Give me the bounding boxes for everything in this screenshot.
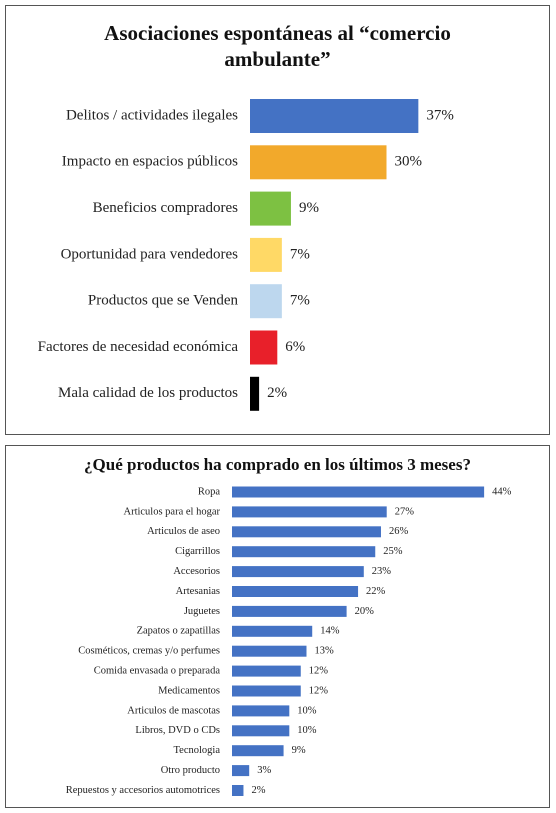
bar [232,745,284,757]
bar [250,330,278,365]
value-label: 22% [366,586,386,597]
category-label: Factores de necesidad económica [38,339,239,355]
value-label: 9% [292,745,306,756]
bar [232,605,347,617]
category-label: Accesorios [173,566,220,577]
category-label: Repuestos y accesorios automotrices [66,785,220,796]
bar [250,99,419,133]
bar [232,486,485,498]
value-label: 3% [257,765,271,776]
bar [250,191,291,226]
bar [250,284,282,319]
value-label: 20% [355,606,375,617]
category-label: Delitos / actividades ilegales [66,107,238,123]
category-label: Comida envasada o preparada [94,666,221,677]
bar [232,705,290,717]
category-label: Otro producto [161,765,220,776]
value-label: 12% [309,666,329,677]
category-label: Productos que se Venden [88,293,239,309]
category-label: Articulos de aseo [147,526,220,537]
bar [232,506,387,518]
category-label: Mala calidad de los productos [58,385,238,401]
category-label: Juguetes [184,606,220,617]
bar [250,145,387,180]
value-label: 6% [285,339,305,355]
category-label: Tecnologia [174,745,221,756]
value-label: 44% [492,486,512,497]
chart-title: ¿Qué productos ha comprado en los último… [84,455,471,474]
bar [232,566,364,578]
category-label: Artesanias [176,586,220,597]
bar [232,586,359,597]
value-label: 12% [309,685,329,696]
bar [232,725,290,737]
value-label: 2% [267,385,287,401]
bar [232,665,301,677]
value-label: 14% [320,626,340,637]
value-label: 26% [389,526,409,537]
category-label: Beneficios compradores [93,200,239,216]
bar [250,237,282,272]
bar [232,645,307,657]
value-label: 37% [426,107,454,123]
bar [232,765,250,777]
value-label: 23% [372,566,392,577]
bar [232,625,313,637]
bar [232,785,244,796]
category-label: Oportunidad para vendedores [61,246,239,262]
value-label: 7% [290,293,310,309]
category-label: Articulos de mascotas [127,705,220,716]
category-label: Medicamentos [158,685,220,696]
category-label: Zapatos o zapatillas [137,626,220,637]
value-label: 27% [395,506,415,517]
category-label: Cigarrillos [175,546,220,557]
value-label: 7% [290,246,310,262]
category-label: Libros, DVD o CDs [135,725,220,736]
bar [232,685,301,697]
category-label: Ropa [198,486,221,497]
bar [232,546,376,558]
value-label: 2% [251,785,265,796]
bar [232,526,381,538]
value-label: 10% [297,705,317,716]
bar [250,376,260,411]
value-label: 9% [299,200,319,216]
value-label: 30% [395,154,423,170]
category-label: Articulos para el hogar [123,506,220,517]
chart-title: Asociaciones espontáneas al “comercio am… [104,21,451,71]
category-label: Impacto en espacios públicos [62,154,238,170]
value-label: 13% [314,646,334,657]
value-label: 10% [297,725,317,736]
category-label: Cosméticos, cremas y/o perfumes [78,646,220,657]
value-label: 25% [383,546,403,557]
